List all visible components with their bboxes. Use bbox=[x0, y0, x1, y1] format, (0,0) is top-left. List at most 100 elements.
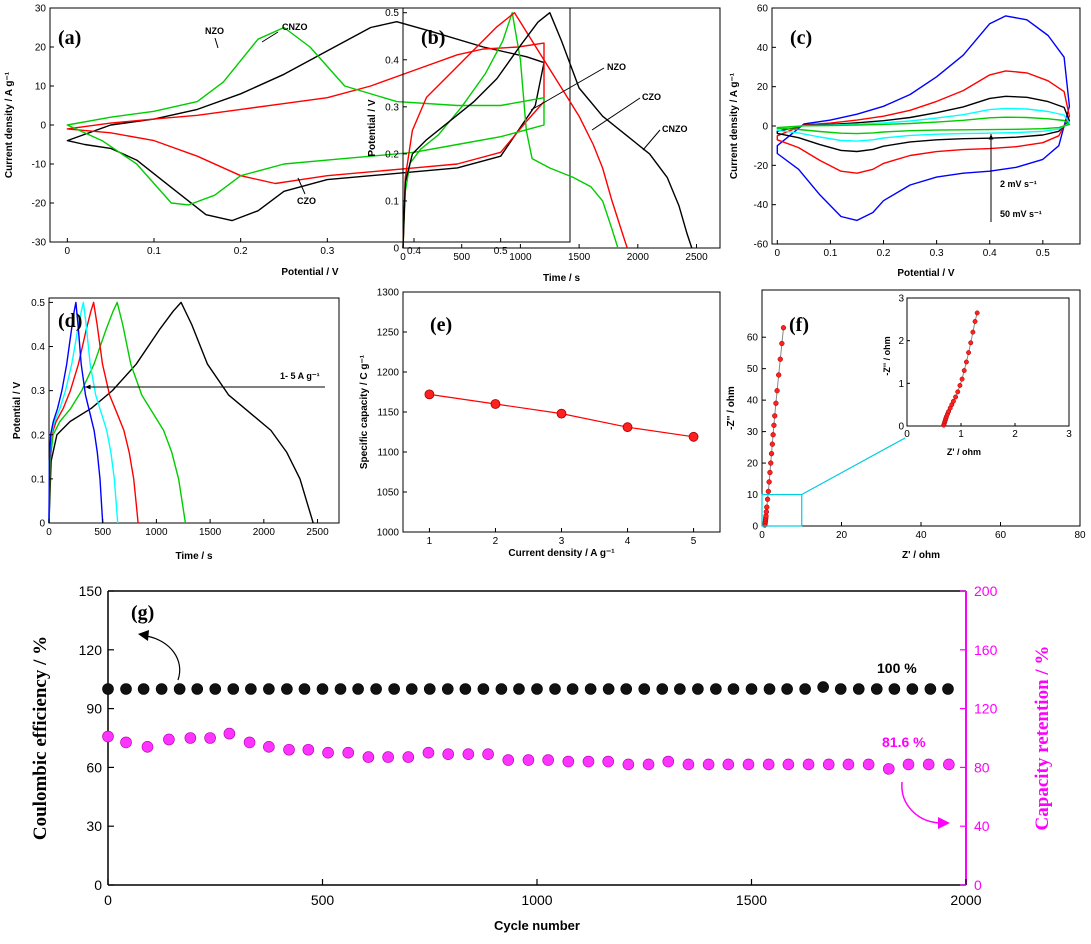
panel-c-cv-curve-4 bbox=[776, 107, 1071, 142]
panel-g-coulombic-point bbox=[316, 683, 329, 695]
panel-b-annotation-czo: CZO bbox=[642, 92, 661, 102]
panel-g-xtick-label: 2000 bbox=[950, 892, 981, 908]
panel-g-coulombic-point bbox=[370, 683, 382, 695]
panel-f-nyquist-point bbox=[779, 340, 785, 347]
panel-g-right-ytick-label: 0 bbox=[974, 877, 982, 893]
panel-f-ytick-label: 50 bbox=[747, 364, 759, 375]
panel-d-gcd-curve-4 bbox=[48, 301, 119, 524]
panel-f-inset-ylabel: -Z'' / ohm bbox=[882, 336, 892, 375]
panel-b-gcd-curve-czo bbox=[402, 12, 628, 249]
panel-a-xtick-label: 0.2 bbox=[234, 246, 248, 257]
panel-b-xtick-label: 500 bbox=[453, 252, 470, 263]
panel-f-nyquist-point bbox=[770, 432, 776, 438]
panel-g-coulombic-point bbox=[656, 683, 669, 695]
panel-e-xtick-label: 4 bbox=[625, 536, 631, 547]
panel-f-inset-point bbox=[966, 350, 972, 356]
panel-c-annotation-2mvs: 2 mV s⁻¹ bbox=[1000, 179, 1037, 189]
panel-g-coulombic-point bbox=[173, 683, 186, 695]
panel-g-retention-point bbox=[141, 741, 154, 753]
panel-g-left-axis-arrow bbox=[145, 635, 181, 681]
panel-f-inset-point bbox=[963, 359, 969, 365]
panel-f-inset-point bbox=[957, 383, 963, 388]
panel-e-xtick-label: 3 bbox=[559, 536, 565, 547]
panel-d-current-arrow-head bbox=[85, 384, 91, 390]
panel-g-coulombic-point bbox=[298, 683, 311, 695]
panel-g-coulombic-point bbox=[781, 683, 793, 695]
panel-g-coulombic-point bbox=[102, 683, 114, 695]
panel-g-retention-point bbox=[562, 755, 575, 768]
panel-a-ytick-label: -20 bbox=[32, 199, 47, 210]
panel-g-ylabel-right: Capacity retention / % bbox=[1032, 646, 1053, 831]
panel-f-ytick-label: 10 bbox=[747, 490, 759, 501]
panel-a-xtick-label: 0.5 bbox=[494, 246, 508, 257]
panel-f-inset-point bbox=[959, 376, 965, 382]
panel-a-ytick-label: -30 bbox=[32, 238, 47, 249]
panel-f-xtick-label: 20 bbox=[836, 530, 848, 541]
panel-d-xtick-label: 1000 bbox=[145, 527, 168, 538]
panel-a-pointer-czo bbox=[297, 177, 306, 195]
panel-g-retention-point bbox=[542, 754, 554, 766]
panel-c-cv-curve-3 bbox=[776, 95, 1071, 153]
panel-a-frame bbox=[49, 7, 571, 243]
panel-g-coulombic-point bbox=[674, 683, 686, 695]
panel-f-ytick-label: 0 bbox=[752, 522, 758, 533]
panel-a-pointer-cnzo bbox=[261, 31, 279, 43]
panel-c-cv-curve-5 bbox=[776, 116, 1071, 135]
panel-d-ytick-label: 0 bbox=[39, 519, 45, 530]
panel-d-ytick-label: 0.5 bbox=[31, 298, 45, 309]
panel-c-xtick-label: 0.1 bbox=[823, 248, 837, 259]
panel-g-annotation-coulombic: 100 % bbox=[877, 660, 917, 676]
panel-g-coulombic-point bbox=[584, 683, 597, 695]
panel-g-coulombic-point bbox=[405, 683, 418, 695]
panel-g-xtick-label: 500 bbox=[311, 892, 335, 908]
panel-g-coulombic-point bbox=[120, 683, 132, 695]
panel-f-nyquist-point bbox=[769, 441, 775, 447]
panel-e-ytick-label: 1300 bbox=[377, 288, 400, 299]
panel-g-coulombic-point bbox=[352, 683, 364, 695]
panel-f-inset-point bbox=[950, 398, 956, 404]
panel-g-coulombic-point bbox=[477, 683, 490, 695]
panel-g-coulombic-point bbox=[924, 683, 937, 695]
panel-f-inset-ytick-label: 2 bbox=[898, 336, 904, 347]
panel-g-retention-point bbox=[522, 754, 535, 766]
panel-f-inset-point bbox=[955, 389, 961, 395]
panel-a-xtick-label: 0.1 bbox=[147, 246, 161, 257]
panel-b-gcd-curve-cnzo bbox=[402, 12, 693, 249]
panel-d-xtick-label: 2500 bbox=[306, 527, 329, 538]
panel-g-coulombic-point bbox=[852, 683, 865, 695]
panel-e-xtick-label: 2 bbox=[493, 536, 499, 547]
panel-f-inset-xtick-label: 2 bbox=[1012, 429, 1018, 440]
panel-f-nyquist-point bbox=[763, 509, 770, 515]
panel-g-coulombic-point bbox=[870, 683, 883, 695]
panel-f-inset-point bbox=[974, 310, 980, 316]
panel-b-pointer-cnzo bbox=[642, 129, 661, 151]
panel-g-retention-point bbox=[802, 758, 815, 771]
panel-g-retention-point bbox=[184, 732, 197, 744]
panel-c-annotation-50mvs: 50 mV s⁻¹ bbox=[1000, 209, 1042, 219]
panel-g-retention-point bbox=[762, 758, 775, 771]
panel-b-label: (b) bbox=[421, 27, 445, 49]
panel-c-ylabel: Current density / A g⁻¹ bbox=[729, 72, 740, 179]
panel-b-ylabel: Potential / V bbox=[367, 99, 378, 157]
panel-f-xtick-label: 80 bbox=[1074, 530, 1086, 541]
panel-e-ytick-label: 1250 bbox=[377, 328, 400, 339]
panel-a-ytick-label: 0 bbox=[40, 121, 46, 132]
panel-c-xtick-label: 0 bbox=[775, 248, 781, 259]
panel-g-coulombic-point bbox=[513, 683, 525, 695]
panel-g-right-ytick-label: 80 bbox=[974, 759, 990, 775]
panel-f-xtick-label: 60 bbox=[995, 530, 1007, 541]
panel-f-inset-xtick-label: 1 bbox=[958, 429, 964, 440]
panel-g-retention-point bbox=[442, 748, 454, 760]
panel-g-retention-point bbox=[582, 755, 595, 768]
panel-d-ytick-label: 0.1 bbox=[31, 474, 45, 485]
panel-g-retention-point bbox=[842, 758, 855, 771]
panel-g-coulombic-point bbox=[263, 683, 275, 695]
panel-g-right-axis-arrow-head bbox=[938, 817, 950, 829]
panel-f-label: (f) bbox=[789, 314, 809, 336]
panel-d-gcd-curve-1 bbox=[48, 301, 314, 524]
panel-f-ytick-label: 20 bbox=[747, 459, 759, 470]
panel-g-left-ytick-label: 90 bbox=[86, 701, 102, 717]
panel-g-xtick-label: 1500 bbox=[736, 892, 767, 908]
panel-f-nyquist-point bbox=[768, 450, 775, 457]
panel-a-ytick-label: -10 bbox=[32, 160, 47, 171]
